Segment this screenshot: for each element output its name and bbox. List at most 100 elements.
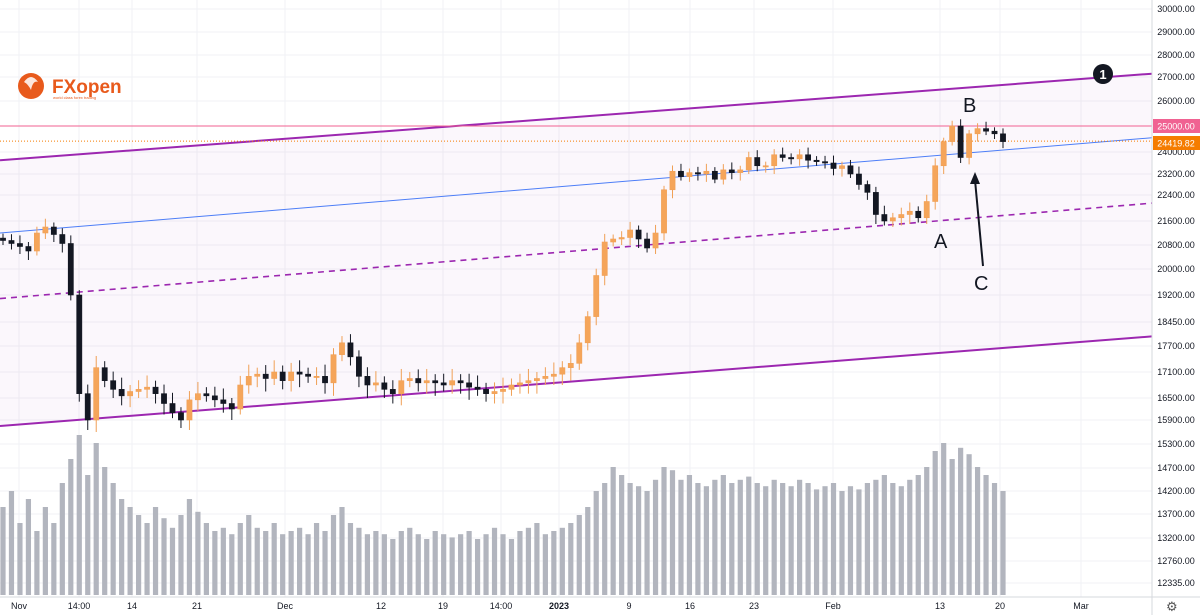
candle-body <box>593 275 600 317</box>
candle <box>17 235 23 254</box>
candle <box>966 129 973 165</box>
candle-body <box>17 243 23 247</box>
volume-bar <box>491 527 498 595</box>
candle-body <box>652 232 659 249</box>
volume-bar <box>1000 491 1006 595</box>
time-axis[interactable]: Nov 14:00 14 21 Dec 12 19 14:00 2023 9 16 23 Feb 13 20… <box>0 596 1200 611</box>
candle <box>245 364 252 394</box>
volume-bar <box>890 483 896 595</box>
y-tick-label: 22400.00 <box>1157 190 1195 200</box>
candle-body <box>127 391 134 397</box>
volume-bar <box>93 443 99 595</box>
candle <box>491 382 498 404</box>
candle-body <box>983 128 989 132</box>
volume-bar <box>881 475 887 595</box>
candle <box>288 362 295 392</box>
candle <box>127 385 134 408</box>
candle <box>305 367 311 383</box>
candlestick-series[interactable] <box>0 119 1006 432</box>
volume-bar <box>76 435 82 595</box>
candle-body <box>728 169 735 173</box>
settings-gear-icon[interactable]: ⚙ <box>1166 600 1178 615</box>
candle-body <box>491 391 498 394</box>
candle-body <box>42 226 49 234</box>
x-tick-label: 23 <box>749 601 759 611</box>
volume-bar <box>517 531 523 595</box>
candle <box>398 368 405 406</box>
candle <box>788 153 795 165</box>
candle-body <box>500 389 506 392</box>
candle-body <box>856 173 862 185</box>
volume-bar <box>669 470 676 595</box>
candle <box>0 233 6 245</box>
price-axis[interactable]: 30000.00 29000.00 28000.00 27000.00 26000.00… <box>1151 0 1200 615</box>
candle-body <box>550 373 557 377</box>
resistance-price-label: 25000.00 <box>1157 122 1195 132</box>
candle-body <box>101 367 108 381</box>
candle <box>949 120 956 146</box>
volume-bar <box>322 531 328 595</box>
candle <box>449 368 456 394</box>
candle <box>313 367 320 385</box>
y-tick-label: 30000.00 <box>1157 4 1195 14</box>
candle <box>347 334 354 366</box>
candle-body <box>245 376 252 386</box>
candle <box>279 365 286 390</box>
x-tick-label: Mar <box>1073 601 1089 611</box>
y-tick-label: 13200.00 <box>1157 533 1195 543</box>
candle <box>25 242 32 260</box>
candle-body <box>211 395 218 401</box>
candle <box>415 369 422 392</box>
volume-bar <box>364 534 371 595</box>
volume-bar <box>712 479 718 595</box>
candle <box>356 350 362 388</box>
y-tick-label: 15900.00 <box>1157 415 1195 425</box>
candle <box>228 398 235 420</box>
volume-bar <box>729 483 735 595</box>
y-tick-label: 18450.00 <box>1157 317 1195 327</box>
y-tick-label: 17100.00 <box>1157 367 1195 377</box>
channel-fill <box>0 73 1152 426</box>
volume-bar <box>68 459 74 595</box>
candle-body <box>432 380 439 384</box>
volume-bar <box>695 483 701 595</box>
candle-body <box>110 380 117 390</box>
volume-bar <box>203 523 209 595</box>
annotation-marker-1[interactable]: 1 <box>1093 64 1113 84</box>
y-tick-label: 19200.00 <box>1157 290 1195 300</box>
x-tick-label: 14:00 <box>68 601 91 611</box>
candle-body <box>0 237 6 241</box>
candle-body <box>76 294 83 394</box>
annotation-arrow <box>970 172 984 267</box>
candle-body <box>567 363 574 368</box>
volume-bar <box>229 534 235 595</box>
candle-body <box>356 356 362 377</box>
candle <box>678 163 684 181</box>
y-tick-label: 24000.00 <box>1157 147 1195 157</box>
candle <box>500 377 506 404</box>
volume-bar <box>212 531 218 595</box>
candle <box>652 224 659 254</box>
candle <box>42 218 49 239</box>
candle-body <box>483 389 489 394</box>
candle <box>720 164 727 185</box>
candle-body <box>635 229 642 240</box>
candle <box>533 372 540 394</box>
candle-body <box>93 367 100 421</box>
last-price-tag <box>1153 136 1200 150</box>
candle <box>76 290 83 402</box>
candle <box>686 168 693 182</box>
candle-body <box>398 380 405 394</box>
volume-bar <box>839 491 845 595</box>
volume-bar <box>263 531 269 595</box>
channel-median-line[interactable] <box>0 202 1153 300</box>
channel-upper-line[interactable] <box>0 72 1153 162</box>
candle <box>483 382 489 402</box>
candle-body <box>805 154 811 161</box>
candle <box>889 212 896 227</box>
volume-bar <box>127 507 133 595</box>
volume-bar <box>500 534 506 595</box>
volume-bar <box>313 523 320 595</box>
candle-body <box>262 373 269 379</box>
